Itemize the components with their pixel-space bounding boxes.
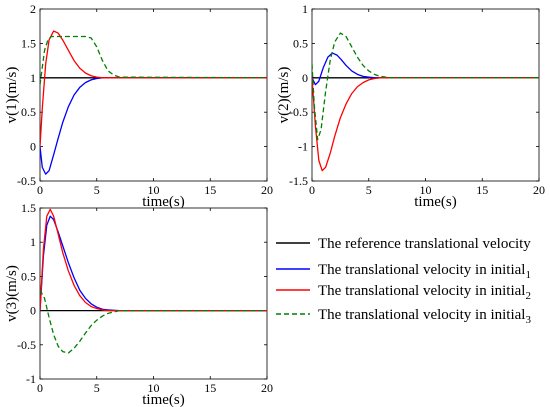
y-tick-label: -0.5 (17, 338, 36, 352)
y-tick-label: -0.5 (17, 174, 36, 188)
series-line-3 (312, 32, 539, 141)
y-tick-label: 0.5 (293, 36, 308, 50)
x-axis-label: time(s) (142, 392, 185, 407)
y-tick-label: 1 (30, 235, 36, 249)
x-tick-label: 10 (148, 183, 160, 197)
x-tick-label: 20 (261, 183, 273, 197)
x-tick-label: 5 (94, 183, 100, 197)
series-line-3 (40, 289, 267, 354)
subplot-2: 0 5 10 15 20 -1.5 -1 -0.5 0 0.5 1 time(s) v(2)(m/s) (276, 2, 545, 210)
legend-entry-subscript: 1 (525, 269, 531, 281)
y-tick-label: 1.5 (21, 201, 36, 215)
subplot-3: 0 5 10 15 20 -1 -0.5 0 0.5 1 1.5 time(s) v(3)(m/s) (4, 201, 273, 407)
y-tick-label: -0.5 (289, 105, 308, 119)
y-tick-label: -1 (26, 372, 36, 386)
series-line-1 (312, 52, 539, 86)
series-line-1 (40, 215, 267, 312)
x-axis-label: time(s) (414, 194, 457, 210)
plot-frame (311, 8, 540, 182)
y-tick-label: 0 (302, 71, 308, 85)
y-axis-label: v(3)(m/s) (4, 265, 20, 322)
y-tick-label: -1 (298, 140, 308, 154)
y-tick-label: 1.5 (21, 36, 36, 50)
y-axis-label: v(1)(m/s) (4, 67, 20, 124)
x-tick-label: 10 (148, 381, 160, 395)
y-tick-label: 0.5 (21, 269, 36, 283)
legend-entry-3: The translational velocity in initial3 (318, 307, 531, 326)
x-tick-label: 0 (309, 183, 315, 197)
x-tick-label: 5 (366, 183, 372, 197)
y-tick-label: 0 (30, 304, 36, 318)
y-tick-label: 1 (30, 71, 36, 85)
x-tick-label: 0 (37, 381, 43, 395)
legend-entry-2: The translational velocity in initial2 (318, 283, 531, 302)
y-tick-label: 0 (30, 140, 36, 154)
x-tick-label: 10 (420, 183, 432, 197)
plot-frame (39, 207, 268, 380)
series-line-2 (40, 30, 267, 147)
x-axis-label: time(s) (142, 194, 185, 210)
series-line-2 (312, 77, 539, 172)
x-tick-label: 15 (476, 183, 488, 197)
y-tick-label: -1.5 (289, 174, 308, 188)
x-tick-label: 20 (533, 183, 545, 197)
series-line-3 (40, 35, 267, 85)
x-tick-label: 15 (204, 183, 216, 197)
legend-entry-text: The translational velocity in initial (318, 283, 525, 299)
y-tick-label: 1 (302, 2, 308, 16)
legend-entry-text: The translational velocity in initial (318, 262, 525, 278)
y-tick-label: 0.5 (21, 105, 36, 119)
x-tick-label: 5 (94, 381, 100, 395)
legend-entry-0: The reference translational velocity (318, 236, 531, 252)
legend-entry-subscript: 3 (525, 314, 531, 326)
legend-entry-text: The translational velocity in initial (318, 307, 525, 323)
x-tick-label: 15 (204, 381, 216, 395)
legend: The reference translational velocity The … (276, 236, 531, 326)
legend-entry-1: The translational velocity in initial1 (318, 262, 531, 281)
legend-entry-text: The reference translational velocity (318, 236, 531, 252)
legend-entry-subscript: 2 (525, 290, 531, 302)
series-line-2 (40, 208, 267, 312)
plot-frame (39, 8, 268, 182)
x-tick-label: 20 (261, 381, 273, 395)
x-tick-label: 0 (37, 183, 43, 197)
y-tick-label: 2 (30, 2, 36, 16)
y-axis-label: v(2)(m/s) (276, 67, 292, 124)
